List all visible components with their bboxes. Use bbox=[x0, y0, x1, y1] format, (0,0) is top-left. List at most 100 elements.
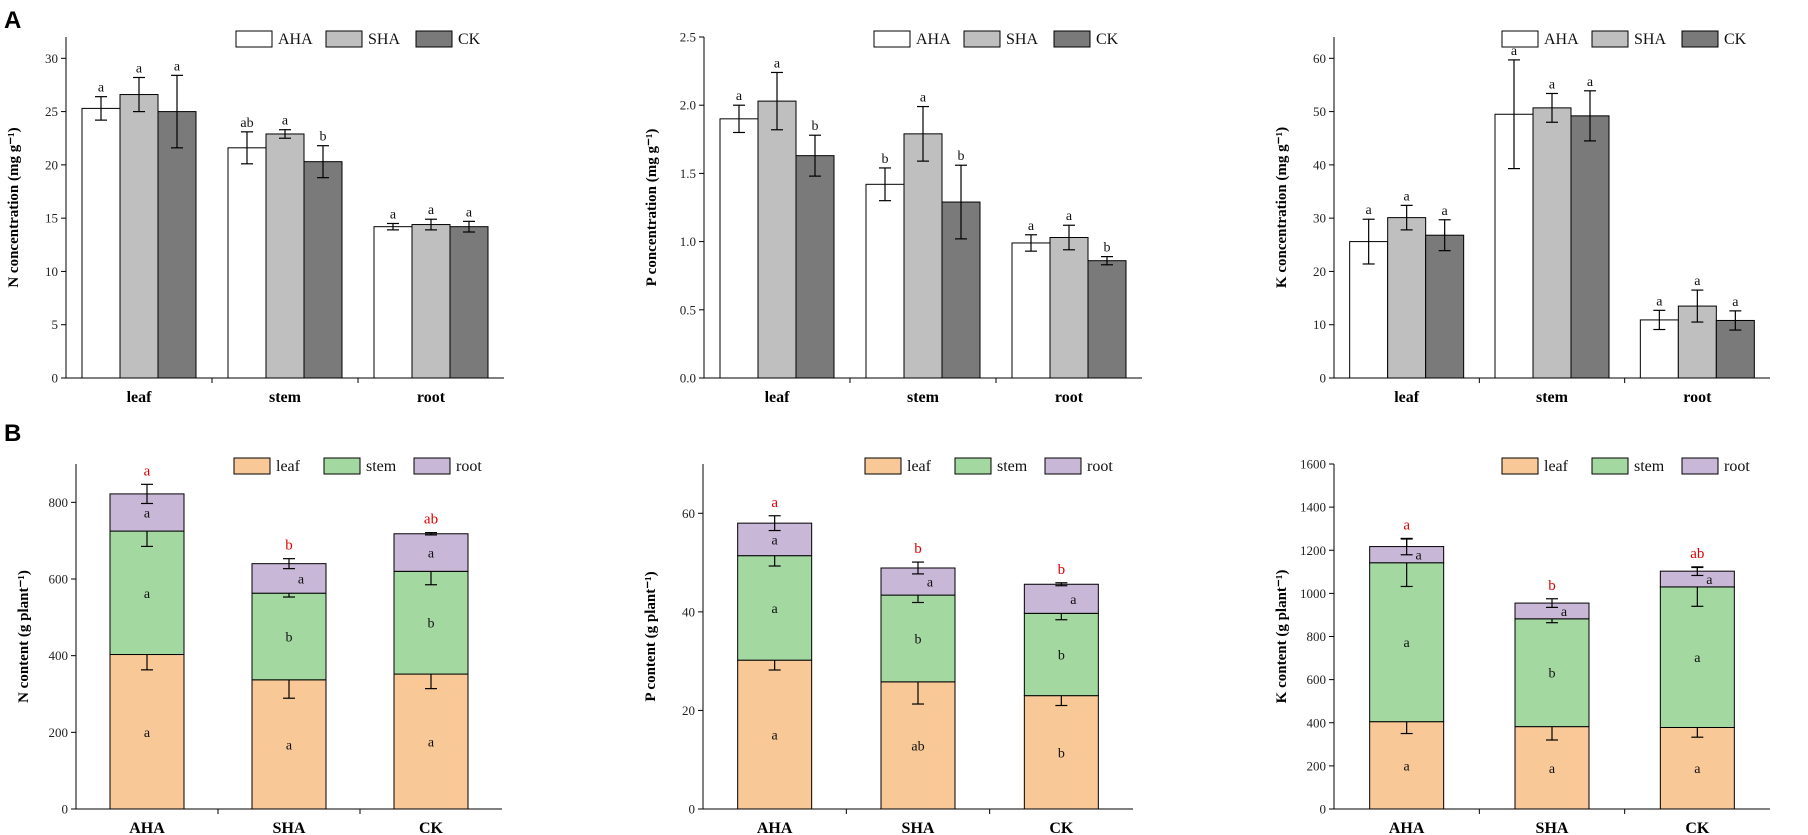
bar-ck-leaf bbox=[1425, 234, 1465, 379]
bar-ck-stem bbox=[1570, 115, 1610, 379]
y-tick-label: 40 bbox=[1313, 157, 1326, 172]
legend-swatch-aha bbox=[873, 30, 911, 48]
segment-leaf-aha bbox=[1369, 721, 1445, 810]
legend-label-stem: stem bbox=[1634, 458, 1665, 475]
x-category-label: AHA bbox=[757, 820, 793, 835]
significance-label: a bbox=[1070, 593, 1077, 608]
chart-N-content: 0 200 400 600 800 N content (g plant⁻¹) AHA SHA… bbox=[16, 457, 502, 835]
y-axis-label: K content (g plant⁻¹) bbox=[1274, 570, 1290, 704]
x-category-label: stem bbox=[269, 389, 302, 406]
x-category-label: CK bbox=[1049, 820, 1074, 835]
y-tick-label: 1400 bbox=[1300, 500, 1326, 515]
total-significance-label: ab bbox=[1690, 546, 1704, 562]
y-tick-label: 60 bbox=[1313, 51, 1326, 66]
significance-label: a bbox=[144, 587, 151, 602]
y-axis-label: N concentration (mg g⁻¹) bbox=[6, 127, 22, 287]
significance-label: a bbox=[1404, 636, 1411, 651]
bar-sha-stem bbox=[265, 133, 305, 379]
legend-label-root: root bbox=[1724, 458, 1750, 475]
y-tick-label: 30 bbox=[45, 51, 58, 66]
y-tick-label: 1200 bbox=[1300, 543, 1326, 558]
bar-ck-root bbox=[449, 226, 489, 379]
y-tick-label: 1600 bbox=[1300, 457, 1326, 472]
y-tick-label: 25 bbox=[45, 104, 58, 119]
significance-label: b bbox=[882, 152, 889, 167]
significance-label: a bbox=[1656, 294, 1663, 309]
legend-label-aha: AHA bbox=[916, 31, 951, 48]
legend-label-ck: CK bbox=[1724, 31, 1747, 48]
significance-label: a bbox=[772, 533, 779, 548]
significance-label: b bbox=[958, 149, 965, 164]
bar-ck-leaf bbox=[157, 111, 197, 379]
legend-swatch-root bbox=[1044, 457, 1082, 475]
bar-sha-stem bbox=[903, 133, 943, 379]
significance-label: a bbox=[428, 547, 435, 562]
chart-K-content: 0 200 400 600 800 1000 1200 1400 1600 K content (… bbox=[1274, 457, 1770, 835]
significance-label: a bbox=[466, 205, 473, 220]
legend-label-aha: AHA bbox=[278, 31, 313, 48]
y-tick-label: 20 bbox=[45, 157, 58, 172]
legend-label-ck: CK bbox=[1096, 31, 1119, 48]
y-tick-label: 20 bbox=[1313, 264, 1326, 279]
x-category-label: leaf bbox=[765, 389, 791, 406]
significance-label: a bbox=[774, 56, 781, 71]
legend-label-stem: stem bbox=[366, 458, 397, 475]
y-tick-label: 600 bbox=[1307, 672, 1327, 687]
y-tick-label: 10 bbox=[1313, 317, 1326, 332]
legend-swatch-leaf bbox=[864, 457, 902, 475]
significance-label: a bbox=[772, 729, 779, 744]
legend-swatch-ck bbox=[415, 30, 453, 48]
legend-label-stem: stem bbox=[997, 458, 1028, 475]
y-tick-label: 60 bbox=[682, 506, 695, 521]
legend-swatch-stem bbox=[1591, 457, 1629, 475]
legend-swatch-stem bbox=[954, 457, 992, 475]
significance-label: b bbox=[320, 130, 327, 145]
legend-swatch-stem bbox=[323, 457, 361, 475]
total-significance-label: b bbox=[285, 538, 293, 554]
y-tick-label: 0 bbox=[62, 802, 69, 817]
segment-stem-aha bbox=[737, 555, 813, 661]
legend-swatch-root bbox=[1681, 457, 1719, 475]
total-significance-label: a bbox=[144, 463, 151, 479]
legend-label-leaf: leaf bbox=[1544, 458, 1569, 475]
significance-label: b bbox=[915, 632, 922, 647]
significance-label: a bbox=[1694, 274, 1701, 289]
y-tick-label: 2.5 bbox=[680, 30, 696, 45]
bar-sha-stem bbox=[1532, 107, 1572, 379]
total-significance-label: b bbox=[1548, 578, 1556, 594]
legend-label-sha: SHA bbox=[368, 31, 400, 48]
bar-aha-leaf bbox=[719, 118, 759, 379]
legend-label-sha: SHA bbox=[1634, 31, 1666, 48]
segment-stem-ck bbox=[1023, 612, 1099, 697]
x-category-label: CK bbox=[1685, 820, 1710, 835]
significance-label: b bbox=[1058, 648, 1065, 663]
legend-swatch-aha bbox=[1501, 30, 1539, 48]
y-axis-label: N content (g plant⁻¹) bbox=[16, 570, 32, 703]
y-tick-label: 15 bbox=[45, 211, 58, 226]
y-tick-label: 30 bbox=[1313, 211, 1326, 226]
legend-label-sha: SHA bbox=[1006, 31, 1038, 48]
y-tick-label: 400 bbox=[49, 648, 69, 663]
legend-label-aha: AHA bbox=[1544, 31, 1579, 48]
x-category-label: SHA bbox=[1536, 820, 1569, 835]
y-tick-label: 0 bbox=[689, 802, 696, 817]
bar-ck-leaf bbox=[795, 155, 835, 379]
segment-leaf-ck bbox=[1023, 695, 1099, 810]
significance-label: a bbox=[298, 572, 305, 587]
bar-aha-stem bbox=[865, 183, 905, 379]
significance-label: a bbox=[1028, 219, 1035, 234]
y-tick-label: 50 bbox=[1313, 104, 1326, 119]
segment-leaf-aha bbox=[737, 659, 813, 810]
total-significance-label: a bbox=[771, 495, 778, 511]
segment-stem-aha bbox=[1369, 562, 1445, 723]
bar-sha-root bbox=[1049, 237, 1089, 379]
bar-sha-leaf bbox=[1387, 217, 1427, 379]
significance-label: a bbox=[1706, 573, 1713, 588]
legend-swatch-leaf bbox=[233, 457, 271, 475]
significance-label: a bbox=[1732, 295, 1739, 310]
significance-label: a bbox=[1404, 189, 1411, 204]
chart-K-concentration: 0 10 20 30 40 50 60 K concentration (mg g⁻¹) lea… bbox=[1274, 30, 1770, 406]
x-category-label: stem bbox=[1536, 389, 1569, 406]
segment-stem-ck bbox=[393, 570, 469, 675]
significance-label: a bbox=[1561, 605, 1568, 620]
